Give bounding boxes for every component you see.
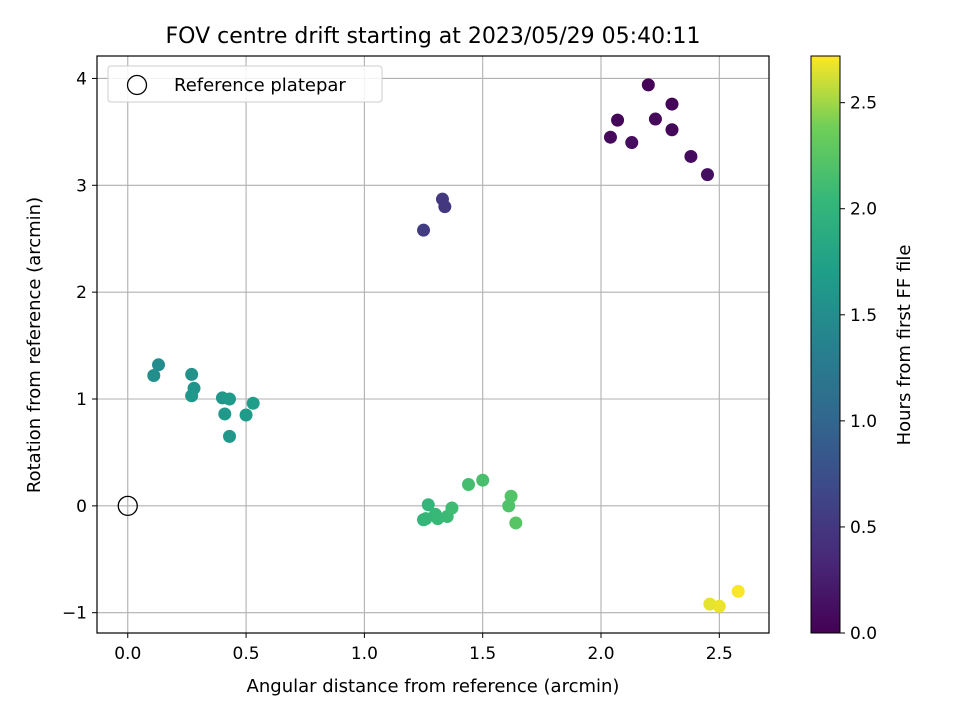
x-axis-label: Angular distance from reference (arcmin) (247, 676, 620, 697)
legend-label: Reference platepar (174, 75, 346, 96)
y-tick-label: 2 (76, 283, 87, 303)
colorbar-tick-label: 2.5 (850, 94, 877, 114)
x-tick-label: 1.0 (351, 644, 378, 664)
data-point (445, 501, 459, 515)
colorbar-tick-label: 2.0 (850, 200, 877, 220)
data-point (502, 499, 516, 513)
chart-title: FOV centre drift starting at 2023/05/29 … (166, 24, 701, 49)
data-point (648, 112, 662, 126)
data-point (712, 599, 726, 613)
data-point (223, 429, 237, 443)
y-tick-label: 1 (76, 390, 87, 410)
data-point (509, 516, 523, 530)
x-tick-label: 0.5 (233, 644, 260, 664)
data-point (417, 223, 431, 237)
data-point (147, 368, 161, 382)
data-point (419, 512, 433, 526)
data-point (218, 407, 232, 421)
x-tick-label: 1.5 (469, 644, 496, 664)
data-point (461, 477, 475, 491)
colorbar-ticks: 0.0 0.5 1.0 1.5 2.0 2.5 (840, 94, 877, 644)
colorbar-tick-label: 0.0 (850, 624, 877, 644)
colorbar-gradient (810, 55, 841, 634)
colorbar-tick-label: 0.5 (850, 518, 877, 538)
data-point (665, 97, 679, 111)
colorbar-label: Hours from first FF file (894, 245, 915, 446)
y-axis-ticks: −1 0 1 2 3 4 (62, 69, 97, 624)
y-tick-label: −1 (62, 604, 87, 624)
data-point (700, 168, 714, 182)
colorbar-tick-label: 1.5 (850, 306, 877, 326)
data-point (641, 78, 655, 92)
data-point (684, 149, 698, 163)
plot-frame (96, 55, 770, 634)
x-tick-label: 2.5 (706, 644, 733, 664)
reference-marker (117, 495, 138, 516)
data-point (438, 200, 452, 214)
colorbar: 0.0 0.5 1.0 1.5 2.0 2.5 Hours from first FF f… (810, 55, 915, 644)
data-points (117, 78, 745, 613)
y-tick-label: 0 (76, 497, 87, 517)
data-point (185, 367, 199, 381)
data-point (603, 130, 617, 144)
y-tick-label: 4 (76, 69, 87, 89)
x-axis-ticks: 0.0 0.5 1.0 1.5 2.0 2.5 (114, 633, 733, 664)
data-point (731, 584, 745, 598)
grid-lines (97, 56, 769, 633)
data-point (665, 123, 679, 137)
data-point (476, 473, 490, 487)
data-point (611, 113, 625, 127)
data-point (223, 392, 237, 406)
y-axis-label: Rotation from reference (arcmin) (24, 197, 45, 493)
legend: Reference platepar (107, 65, 383, 103)
data-point (246, 396, 260, 410)
data-point (152, 358, 166, 372)
x-tick-label: 2.0 (587, 644, 614, 664)
x-tick-label: 0.0 (114, 644, 141, 664)
data-point (421, 498, 435, 512)
data-point (185, 389, 199, 403)
colorbar-tick-label: 1.0 (850, 412, 877, 432)
legend-reference-marker (126, 74, 148, 96)
data-point (625, 136, 639, 150)
data-point (239, 408, 253, 422)
y-tick-label: 3 (76, 176, 87, 196)
legend-box (107, 65, 383, 103)
